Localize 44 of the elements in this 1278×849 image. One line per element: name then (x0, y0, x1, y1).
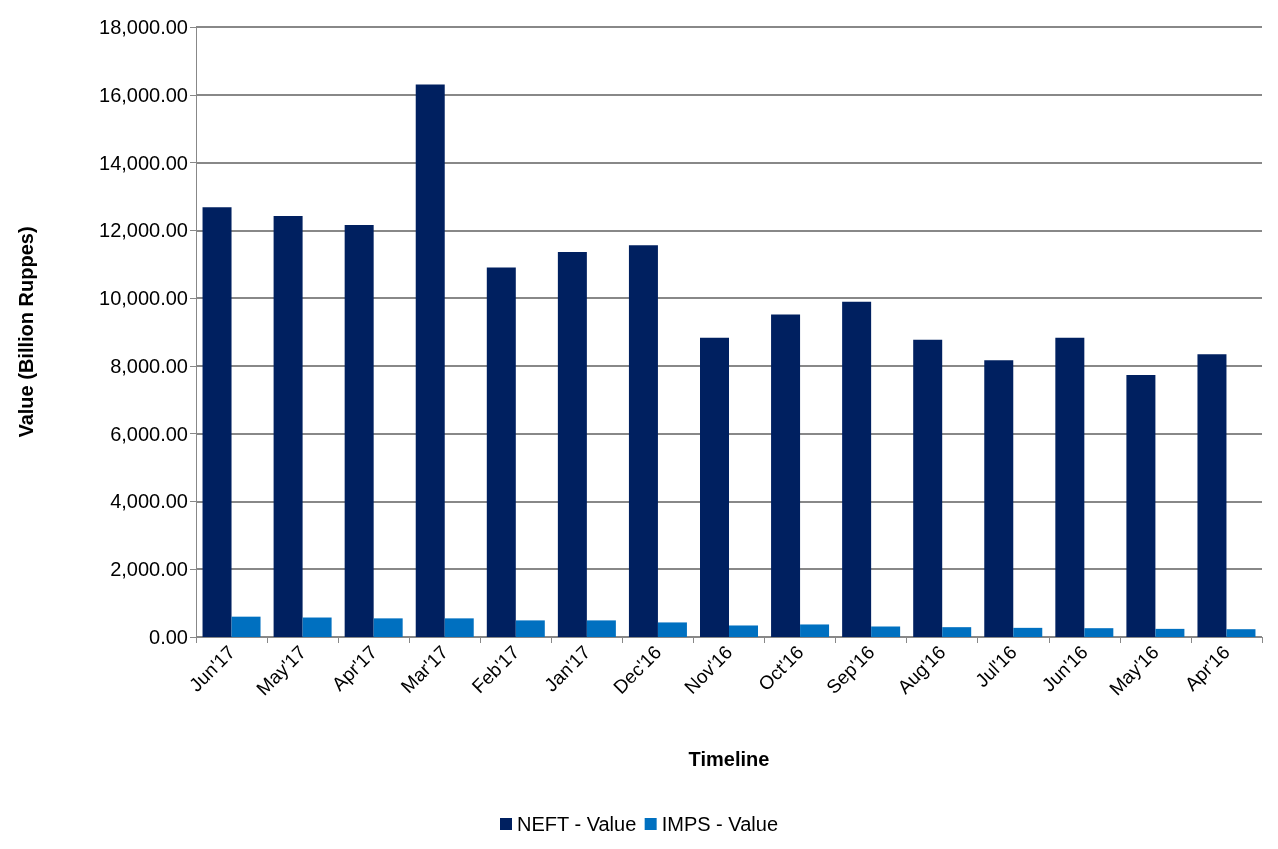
x-axis-title: Timeline (688, 748, 770, 770)
y-tick-label: 12,000.00 (99, 219, 188, 242)
y-tick-label: 8,000.00 (110, 354, 188, 377)
y-tick-label: 6,000.00 (110, 422, 188, 445)
bar (1226, 629, 1256, 637)
bar (871, 626, 901, 637)
bar (273, 216, 303, 637)
bar (1155, 628, 1185, 637)
bar (302, 617, 332, 637)
legend-label: IMPS - Value (661, 813, 778, 835)
bar (1197, 354, 1227, 637)
bar (373, 618, 403, 637)
bar (800, 624, 830, 637)
bar (202, 207, 232, 637)
bar (913, 339, 943, 637)
bar (729, 625, 758, 637)
bar (486, 267, 516, 637)
bar (415, 84, 445, 637)
y-tick-label: 2,000.00 (110, 558, 188, 581)
legend-label: NEFT - Value (517, 813, 637, 835)
bar (984, 360, 1014, 637)
bar (344, 224, 374, 637)
y-tick-label: 18,000.00 (99, 16, 188, 38)
bar (657, 622, 687, 637)
bar (557, 252, 587, 637)
bar (1013, 627, 1043, 637)
bar (1055, 337, 1085, 637)
bar (771, 314, 801, 637)
y-tick-label: 10,000.00 (99, 287, 188, 310)
y-axis-title: Value (Billion Ruppes) (15, 226, 37, 438)
bar (586, 620, 616, 637)
bar (1126, 375, 1156, 637)
y-tick-label: 4,000.00 (110, 490, 188, 513)
bar (842, 301, 872, 637)
y-tick-label: 0.00 (149, 626, 188, 648)
bar (700, 337, 729, 637)
bar (515, 620, 545, 637)
bar (628, 245, 658, 637)
bar (1084, 628, 1114, 637)
bar (231, 616, 261, 637)
bar (942, 627, 972, 637)
y-tick-label: 16,000.00 (99, 83, 188, 106)
y-tick-label: 14,000.00 (99, 151, 188, 174)
bar (444, 618, 474, 637)
